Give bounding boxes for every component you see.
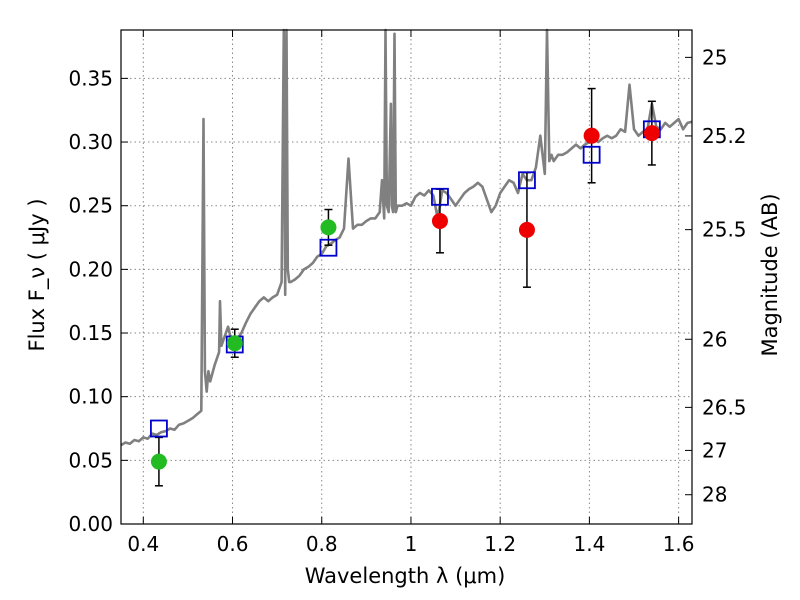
observed-point-red <box>518 221 535 238</box>
observed-point-green <box>150 453 167 470</box>
model-sed-line <box>120 28 693 447</box>
model-photometry-layer <box>150 120 661 438</box>
y-tick-label: 0.25 <box>68 194 113 218</box>
model-photometry-point <box>431 187 449 206</box>
plot-frame <box>120 29 693 525</box>
observed-point-red <box>431 212 448 229</box>
x-tick-label: 1.4 <box>573 532 605 556</box>
model-photometry-point <box>518 171 536 190</box>
observed-points-layer <box>150 125 660 470</box>
model-sed-layer <box>120 28 693 447</box>
mag-tick-label: 26.5 <box>702 395 747 419</box>
x-axis-title: Wavelength λ (μm) <box>305 564 506 588</box>
mag-tick-label: 28 <box>702 483 727 507</box>
y-tick-label: 0.20 <box>68 257 113 281</box>
x-tick-label: 1 <box>405 532 418 556</box>
observed-point-red <box>583 127 600 144</box>
model-photometry-point <box>582 145 601 164</box>
y-axis-title-left: Flux F_ν ( μJy ) <box>25 198 50 351</box>
x-tick-label: 1.6 <box>663 532 695 556</box>
x-tick-label: 0.4 <box>127 532 159 556</box>
y-axis-title-right: Magnitude (AB) <box>758 193 782 356</box>
mag-tick-label: 25.5 <box>702 218 747 242</box>
observed-point-green <box>320 219 337 236</box>
y-tick-label: 0.30 <box>68 130 113 154</box>
axis-ticks: 0.4 0.6 0.8 1 1.2 1.4 1.6 0.00 0.05 0.10 0.15 0.20 0… <box>68 30 747 556</box>
x-tick-label: 0.8 <box>306 532 338 556</box>
mag-tick-label: 25.2 <box>702 124 747 148</box>
y-tick-label: 0.35 <box>68 66 113 90</box>
y-tick-label: 0.05 <box>68 448 113 472</box>
model-photometry-point <box>319 238 338 257</box>
mag-tick-label: 25 <box>702 45 727 69</box>
x-tick-label: 0.6 <box>217 532 249 556</box>
mag-tick-label: 27 <box>702 438 727 462</box>
mag-tick-label: 26 <box>702 327 727 351</box>
y-tick-label: 0.00 <box>68 512 113 536</box>
model-photometry-point <box>150 419 168 438</box>
y-tick-label: 0.10 <box>68 385 113 409</box>
y-tick-label: 0.15 <box>68 321 113 345</box>
observed-point-green <box>226 335 243 352</box>
observed-point-red <box>643 125 660 142</box>
x-tick-label: 1.2 <box>484 532 516 556</box>
